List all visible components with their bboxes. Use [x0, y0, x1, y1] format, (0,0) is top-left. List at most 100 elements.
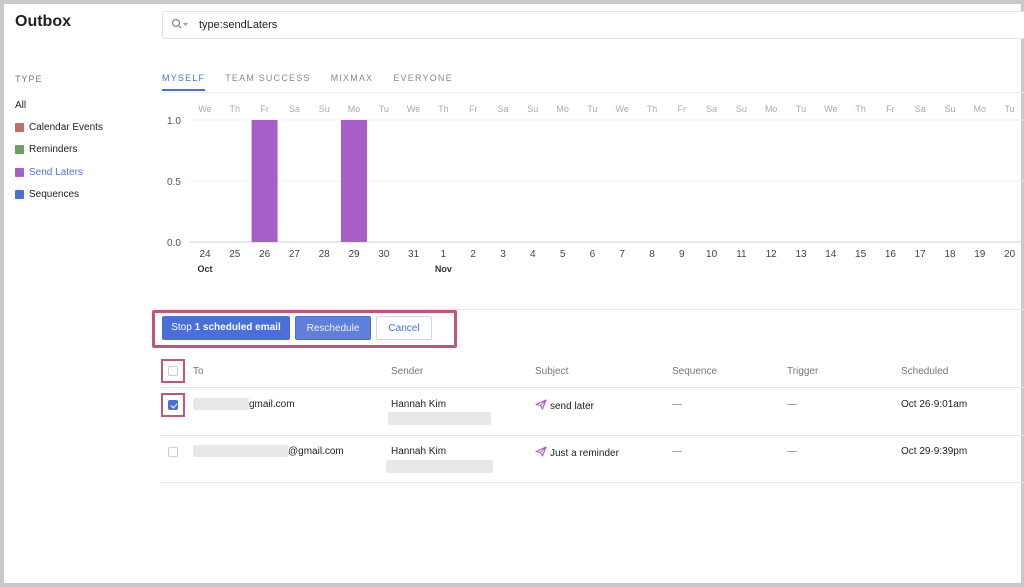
column-header-scheduled[interactable]: Scheduled [901, 366, 949, 377]
chart-bar [341, 120, 367, 242]
tab-mixmax[interactable]: MIXMAX [330, 73, 374, 83]
sidebar-item-label: Reminders [29, 144, 78, 155]
search-icon[interactable] [171, 18, 189, 32]
tab-team-success[interactable]: TEAM SUCCESS [225, 73, 311, 83]
x-tick-label: 9 [679, 249, 685, 260]
x-tick-label: 10 [706, 249, 718, 260]
sequence-cell: — [672, 399, 682, 410]
weekday-label: Tu [1005, 104, 1015, 114]
x-tick-label: 4 [530, 249, 536, 260]
divider [160, 482, 1024, 483]
trigger-cell: — [787, 399, 797, 410]
sidebar-item-all[interactable]: All [15, 100, 26, 111]
search-input[interactable]: type:sendLaters [162, 11, 1024, 39]
subject-cell[interactable]: send later [535, 399, 594, 412]
x-tick-label: 3 [500, 249, 506, 260]
weekday-label: Th [855, 104, 866, 114]
weekday-label: We [616, 104, 629, 114]
weekday-label: Th [230, 104, 241, 114]
x-tick-label: 27 [289, 249, 301, 260]
x-tick-label: 29 [348, 249, 360, 260]
subject-text: Just a reminder [550, 448, 619, 459]
x-tick-label: 12 [766, 249, 778, 260]
row-checkbox[interactable] [168, 400, 178, 410]
x-tick-label: 26 [259, 249, 271, 260]
chart-svg: 1.0 0.5 0.0 We 2 4 Th 25 Fr 26 Sa 27 Su 28 Mo 29 Tu 30 We 3… [167, 104, 1024, 274]
color-swatch [15, 190, 24, 199]
recipient-email: gmail.com [249, 399, 295, 410]
y-tick-label: 1.0 [167, 116, 181, 127]
x-tick-label: 1 [441, 249, 447, 260]
weekday-label: Mo [556, 104, 569, 114]
weekday-label: Mo [974, 104, 987, 114]
trigger-cell: — [787, 446, 797, 457]
color-swatch [15, 168, 24, 177]
stop-label-prefix: Stop [171, 322, 195, 333]
scheduled-cell: Oct 29·9:39pm [901, 446, 968, 457]
weekday-label: Sa [497, 104, 508, 114]
x-tick-label: 28 [319, 249, 331, 260]
redacted-sender-email [386, 460, 493, 473]
activity-chart: 1.0 0.5 0.0 We 2 4 Th 25 Fr 26 Sa 27 Su 28 Mo 29 Tu 30 We 3… [0, 95, 1024, 280]
subject-cell[interactable]: Just a reminder [535, 446, 619, 459]
tab-everyone[interactable]: EVERYONE [393, 73, 453, 83]
weekday-label: Sa [289, 104, 300, 114]
sidebar-item-calendar-events[interactable]: Calendar Events [15, 122, 103, 133]
sender-name: Hannah Kim [391, 399, 447, 410]
x-tick-label: 2 [470, 249, 476, 260]
column-header-sequence[interactable]: Sequence [672, 366, 718, 377]
sidebar-item-sequences[interactable]: Sequences [15, 189, 79, 200]
y-tick-label: 0.0 [167, 238, 181, 249]
x-tick-label: 16 [885, 249, 897, 260]
x-tick-label: 20 [1004, 249, 1016, 260]
weekday-label: We [407, 104, 420, 114]
row-checkbox-highlight [161, 393, 185, 417]
color-swatch [15, 145, 24, 154]
weekday-label: Su [736, 104, 747, 114]
x-tick-label: 30 [378, 249, 390, 260]
x-tick-label: 7 [619, 249, 625, 260]
reschedule-button[interactable]: Reschedule [295, 316, 371, 340]
column-header-trigger[interactable]: Trigger [787, 366, 819, 377]
weekday-label: Su [319, 104, 330, 114]
x-tick-label: 25 [229, 249, 241, 260]
column-header-to[interactable]: To [193, 366, 204, 377]
tab-myself[interactable]: MYSELF [162, 73, 206, 91]
send-later-icon [535, 446, 547, 457]
sender-name: Hannah Kim [391, 446, 447, 457]
page-title: Outbox [15, 13, 71, 30]
y-tick-label: 0.5 [167, 177, 181, 188]
sidebar-item-label: Send Laters [29, 167, 83, 178]
weekday-label: Th [438, 104, 449, 114]
chart-bar [251, 120, 278, 242]
x-tick-label: 11 [736, 249, 747, 260]
x-tick-label: 8 [649, 249, 655, 260]
x-tick-label: 19 [974, 249, 986, 260]
weekday-label: Su [527, 104, 538, 114]
sequence-cell: — [672, 446, 682, 457]
weekday-label: Tu [587, 104, 597, 114]
stop-scheduled-button[interactable]: Stop 1 scheduled email [162, 316, 290, 340]
weekday-label: Fr [469, 104, 478, 114]
x-tick-label: 31 [408, 249, 420, 260]
stop-count: 1 [194, 322, 201, 333]
x-tick-label: 13 [795, 249, 807, 260]
row-checkbox[interactable] [168, 447, 178, 457]
weekday-label: Tu [796, 104, 806, 114]
stop-label-suffix: scheduled email [200, 322, 281, 333]
divider [160, 435, 1024, 436]
column-header-subject[interactable]: Subject [535, 366, 569, 377]
month-label: Nov [435, 264, 452, 274]
tab-bar: MYSELF TEAM SUCCESS MIXMAX EVERYONE [162, 73, 473, 91]
select-all-checkbox[interactable] [168, 366, 178, 376]
sidebar-item-label: All [15, 100, 27, 111]
column-header-sender[interactable]: Sender [391, 366, 424, 377]
search-query[interactable]: type:sendLaters [199, 19, 278, 31]
sidebar-item-label: Calendar Events [29, 122, 103, 133]
redacted-recipient [193, 398, 249, 410]
sidebar-item-reminders[interactable]: Reminders [15, 144, 77, 155]
weekday-label: Fr [678, 104, 687, 114]
weekday-label: We [824, 104, 837, 114]
sidebar-item-send-laters[interactable]: Send Laters [15, 167, 83, 178]
cancel-button[interactable]: Cancel [376, 316, 432, 340]
